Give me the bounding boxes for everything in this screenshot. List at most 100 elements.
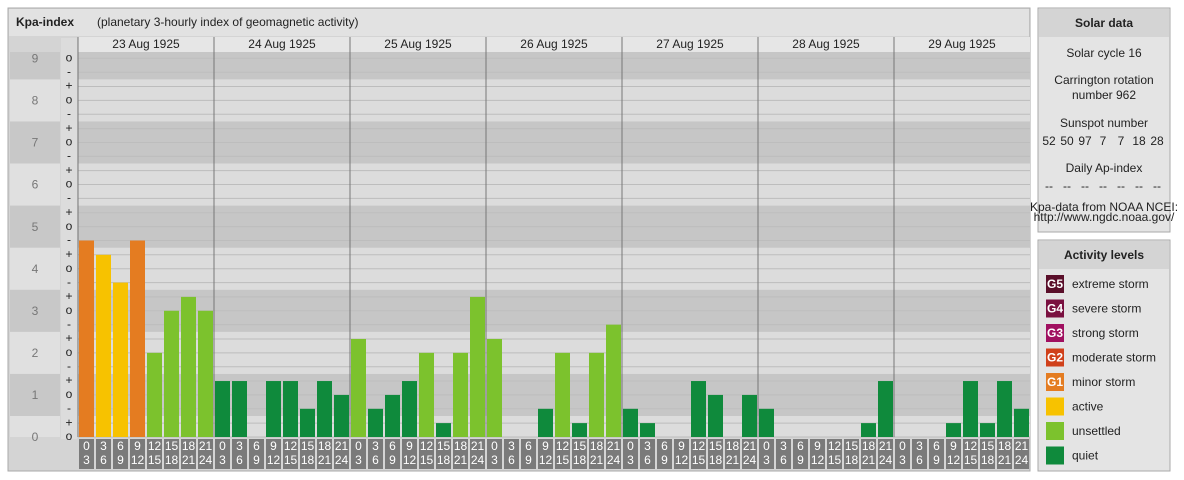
hour-box [572, 439, 587, 469]
level-label: strong storm [1072, 326, 1139, 340]
hour-label: 12 [828, 439, 842, 453]
bar [1014, 408, 1029, 437]
level-swatch [1046, 275, 1064, 293]
y-tick-label: + [65, 373, 72, 387]
hour-label: 0 [491, 439, 498, 453]
hour-label: 18 [726, 439, 740, 453]
hour-label: 24 [607, 453, 621, 467]
hour-label: 9 [933, 453, 940, 467]
hour-label: 6 [933, 439, 940, 453]
hour-box [844, 439, 859, 469]
hour-label: 6 [797, 439, 804, 453]
hour-label: 24 [1015, 453, 1029, 467]
hour-label: 0 [627, 439, 634, 453]
hour-label: 9 [678, 439, 685, 453]
y-major-label: 0 [32, 430, 39, 444]
hour-label: 9 [117, 453, 124, 467]
level-label: moderate storm [1072, 351, 1156, 365]
hour-label: 18 [981, 453, 995, 467]
ap-value: -- [1045, 179, 1053, 193]
hour-label: 12 [420, 439, 434, 453]
hour-label: 15 [845, 439, 859, 453]
level-swatch [1046, 348, 1064, 367]
band [78, 415, 1030, 437]
hour-box [827, 439, 842, 469]
y-tick-label: + [65, 289, 72, 303]
hour-label: 15 [284, 453, 298, 467]
hour-box [334, 439, 349, 469]
tick-column [61, 38, 77, 439]
level-swatch [1046, 446, 1064, 465]
hour-box [130, 439, 145, 469]
ap-value: -- [1063, 179, 1071, 193]
y-tick-label: - [67, 233, 71, 247]
hour-box [198, 439, 213, 469]
ap-value: -- [1153, 179, 1161, 193]
hour-label: 3 [899, 453, 906, 467]
date-label: 23 Aug 1925 [112, 37, 180, 51]
y-tick-label: + [65, 247, 72, 261]
y-tick-label: o [66, 135, 73, 149]
ap-title: Daily Ap-index [1066, 161, 1143, 175]
y-tick-label: + [65, 163, 72, 177]
band [78, 52, 1030, 80]
band [10, 331, 60, 374]
level-badge: G3 [1047, 326, 1063, 340]
hour-label: 9 [389, 453, 396, 467]
date-label: 29 Aug 1925 [928, 37, 996, 51]
y-tick-label: o [66, 387, 73, 401]
hour-label: 12 [692, 439, 706, 453]
bar [963, 381, 978, 437]
hour-label: 18 [590, 439, 604, 453]
bar [861, 423, 876, 437]
level-label: minor storm [1072, 375, 1135, 389]
hour-label: 24 [743, 453, 757, 467]
hour-label: 6 [100, 453, 107, 467]
hour-box [79, 439, 94, 469]
date-label: 26 Aug 1925 [520, 37, 588, 51]
date-label: 24 Aug 1925 [248, 37, 316, 51]
hour-label: 6 [780, 453, 787, 467]
y-tick-label: o [66, 345, 73, 359]
hour-label: 21 [879, 439, 893, 453]
hour-label: 3 [83, 453, 90, 467]
hour-label: 0 [83, 439, 90, 453]
hour-label: 9 [406, 439, 413, 453]
sunspot-value: 28 [1150, 134, 1164, 148]
levels-title: Activity levels [1064, 248, 1144, 262]
y-tick-label: + [65, 79, 72, 93]
hour-label: 12 [811, 453, 825, 467]
hour-label: 18 [318, 439, 332, 453]
hour-label: 15 [165, 439, 179, 453]
hour-label: 3 [355, 453, 362, 467]
hour-label: 18 [709, 453, 723, 467]
hour-box [606, 439, 621, 469]
hour-label: 12 [947, 453, 961, 467]
level-swatch [1046, 397, 1064, 416]
band [10, 289, 60, 332]
hour-box [283, 439, 298, 469]
band [10, 373, 60, 416]
hour-label: 6 [117, 439, 124, 453]
y-tick-label: - [67, 317, 71, 331]
hour-label: 15 [692, 453, 706, 467]
hour-label: 21 [607, 439, 621, 453]
y-major-label: 5 [32, 220, 39, 234]
y-tick-label: - [67, 359, 71, 373]
y-tick-label: - [67, 191, 71, 205]
bar [436, 423, 451, 437]
hour-label: 18 [862, 439, 876, 453]
y-tick-label: o [66, 429, 73, 443]
hour-box [640, 439, 655, 469]
hour-box [385, 439, 400, 469]
hour-label: 12 [556, 439, 570, 453]
hour-box [164, 439, 179, 469]
bar [589, 352, 604, 437]
bar [759, 408, 774, 437]
bar [181, 296, 196, 437]
bar [283, 381, 298, 437]
y-tick-label: - [67, 149, 71, 163]
hour-box [946, 439, 961, 469]
band [10, 52, 60, 80]
hour-label: 21 [862, 453, 876, 467]
